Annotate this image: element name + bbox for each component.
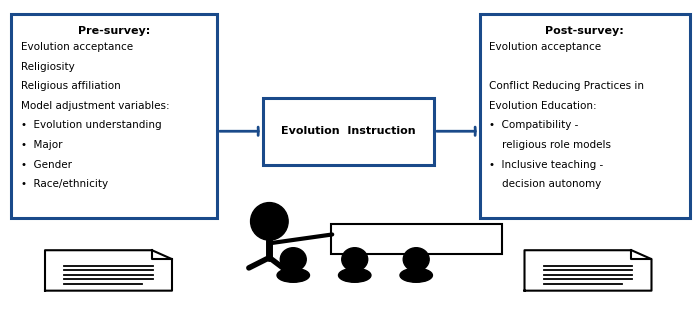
Text: •  Gender: • Gender <box>21 160 72 169</box>
Text: Evolution acceptance: Evolution acceptance <box>489 42 601 52</box>
FancyBboxPatch shape <box>10 14 217 218</box>
Text: Pre-survey:: Pre-survey: <box>78 26 150 36</box>
Text: •  Major: • Major <box>21 140 62 150</box>
Text: Conflict Reducing Practices in: Conflict Reducing Practices in <box>489 81 643 91</box>
FancyBboxPatch shape <box>262 98 434 165</box>
Ellipse shape <box>400 268 433 282</box>
Polygon shape <box>524 250 652 291</box>
Text: •  Compatibility -: • Compatibility - <box>489 120 578 130</box>
Text: Religious affiliation: Religious affiliation <box>21 81 120 91</box>
Text: Post-survey:: Post-survey: <box>545 26 624 36</box>
Text: Evolution  Instruction: Evolution Instruction <box>281 126 416 137</box>
FancyBboxPatch shape <box>331 224 502 254</box>
Text: religious role models: religious role models <box>489 140 610 150</box>
Text: •  Inclusive teaching -: • Inclusive teaching - <box>489 160 603 169</box>
FancyBboxPatch shape <box>480 14 690 218</box>
Text: Religiosity: Religiosity <box>21 62 75 72</box>
Text: decision autonomy: decision autonomy <box>489 179 601 189</box>
Text: Model adjustment variables:: Model adjustment variables: <box>21 101 169 111</box>
Text: •  Evolution understanding: • Evolution understanding <box>21 120 162 130</box>
Text: Evolution Education:: Evolution Education: <box>489 101 596 111</box>
Text: Evolution acceptance: Evolution acceptance <box>21 42 133 52</box>
Ellipse shape <box>403 248 429 271</box>
Ellipse shape <box>277 268 309 282</box>
Ellipse shape <box>280 248 306 271</box>
Text: •  Race/ethnicity: • Race/ethnicity <box>21 179 108 189</box>
Polygon shape <box>45 250 172 291</box>
Ellipse shape <box>342 248 368 271</box>
Ellipse shape <box>251 202 288 240</box>
Ellipse shape <box>339 268 371 282</box>
